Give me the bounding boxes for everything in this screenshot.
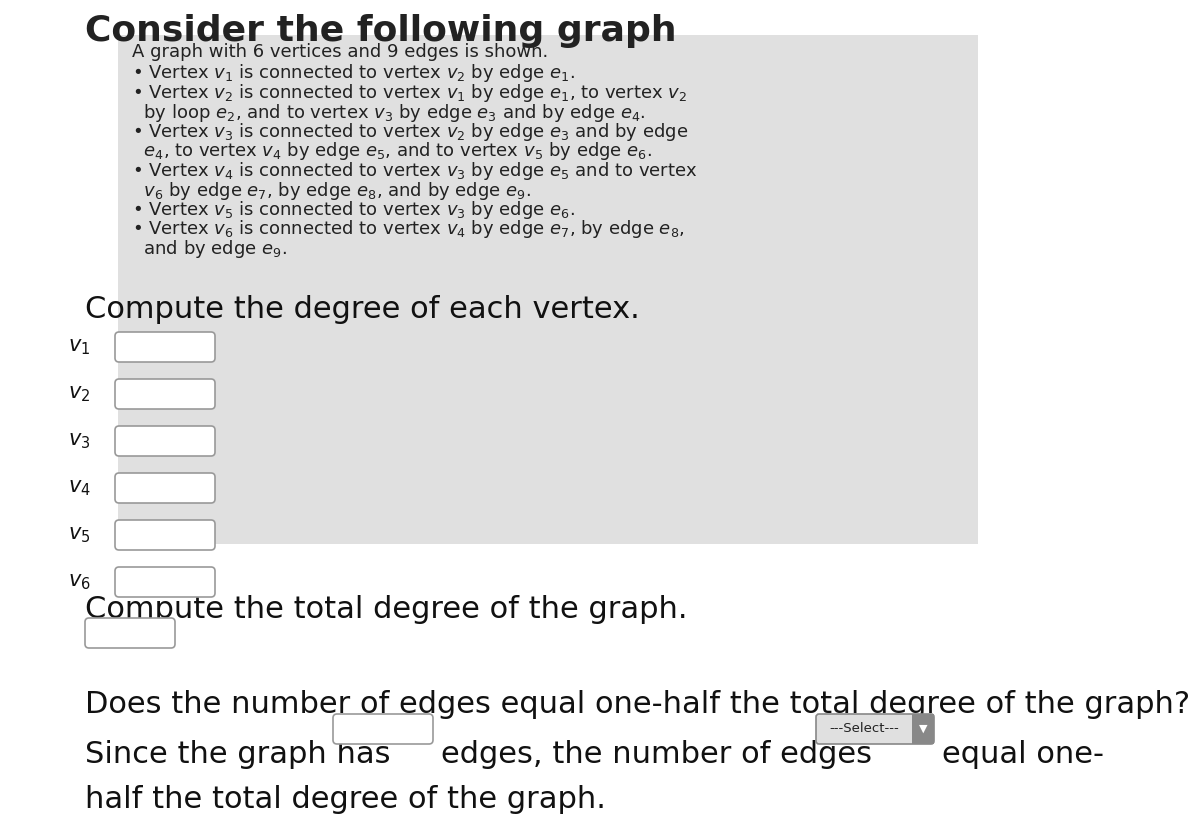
Text: A graph with 6 vertices and 9 edges is shown.: A graph with 6 vertices and 9 edges is s… — [132, 43, 548, 61]
Text: $v_6$: $v_6$ — [68, 572, 91, 592]
Text: ▼: ▼ — [919, 724, 928, 734]
Text: $e_4$, to vertex $v_4$ by edge $e_5$, and to vertex $v_5$ by edge $e_6$.: $e_4$, to vertex $v_4$ by edge $e_5$, an… — [132, 141, 652, 163]
Text: half the total degree of the graph.: half the total degree of the graph. — [85, 785, 606, 814]
FancyBboxPatch shape — [115, 520, 215, 550]
FancyBboxPatch shape — [816, 714, 934, 744]
Text: equal one-: equal one- — [942, 740, 1104, 769]
Text: $v_1$: $v_1$ — [68, 337, 90, 357]
Text: and by edge $e_9$.: and by edge $e_9$. — [132, 238, 287, 260]
Text: • Vertex $v_3$ is connected to vertex $v_2$ by edge $e_3$ and by edge: • Vertex $v_3$ is connected to vertex $v… — [132, 121, 688, 143]
Text: ---Select---: ---Select--- — [829, 723, 899, 736]
FancyBboxPatch shape — [115, 473, 215, 503]
Text: $v_4$: $v_4$ — [68, 478, 91, 498]
Text: Does the number of edges equal one-half the total degree of the graph?: Does the number of edges equal one-half … — [85, 690, 1190, 719]
Text: • Vertex $v_6$ is connected to vertex $v_4$ by edge $e_7$, by edge $e_8$,: • Vertex $v_6$ is connected to vertex $v… — [132, 218, 684, 240]
Text: $v_2$: $v_2$ — [68, 384, 90, 404]
Text: • Vertex $v_2$ is connected to vertex $v_1$ by edge $e_1$, to vertex $v_2$: • Vertex $v_2$ is connected to vertex $v… — [132, 82, 688, 104]
FancyBboxPatch shape — [115, 567, 215, 597]
FancyBboxPatch shape — [115, 379, 215, 409]
FancyBboxPatch shape — [912, 714, 934, 744]
Text: $v_3$: $v_3$ — [68, 431, 90, 451]
FancyBboxPatch shape — [115, 332, 215, 362]
FancyBboxPatch shape — [334, 714, 433, 744]
Text: • Vertex $v_1$ is connected to vertex $v_2$ by edge $e_1$.: • Vertex $v_1$ is connected to vertex $v… — [132, 63, 575, 85]
FancyBboxPatch shape — [115, 426, 215, 456]
Text: • Vertex $v_5$ is connected to vertex $v_3$ by edge $e_6$.: • Vertex $v_5$ is connected to vertex $v… — [132, 199, 575, 221]
Text: • Vertex $v_4$ is connected to vertex $v_3$ by edge $e_5$ and to vertex: • Vertex $v_4$ is connected to vertex $v… — [132, 160, 697, 182]
Text: by loop $e_2$, and to vertex $v_3$ by edge $e_3$ and by edge $e_4$.: by loop $e_2$, and to vertex $v_3$ by ed… — [132, 102, 646, 124]
Text: Consider the following graph: Consider the following graph — [85, 14, 677, 48]
Text: edges, the number of edges: edges, the number of edges — [442, 740, 872, 769]
Text: Since the graph has: Since the graph has — [85, 740, 390, 769]
Text: $v_6$ by edge $e_7$, by edge $e_8$, and by edge $e_9$.: $v_6$ by edge $e_7$, by edge $e_8$, and … — [132, 180, 530, 202]
Text: Compute the total degree of the graph.: Compute the total degree of the graph. — [85, 595, 688, 624]
Text: $v_5$: $v_5$ — [68, 525, 90, 545]
Text: Compute the degree of each vertex.: Compute the degree of each vertex. — [85, 295, 640, 324]
FancyBboxPatch shape — [85, 618, 175, 648]
FancyBboxPatch shape — [118, 35, 978, 544]
